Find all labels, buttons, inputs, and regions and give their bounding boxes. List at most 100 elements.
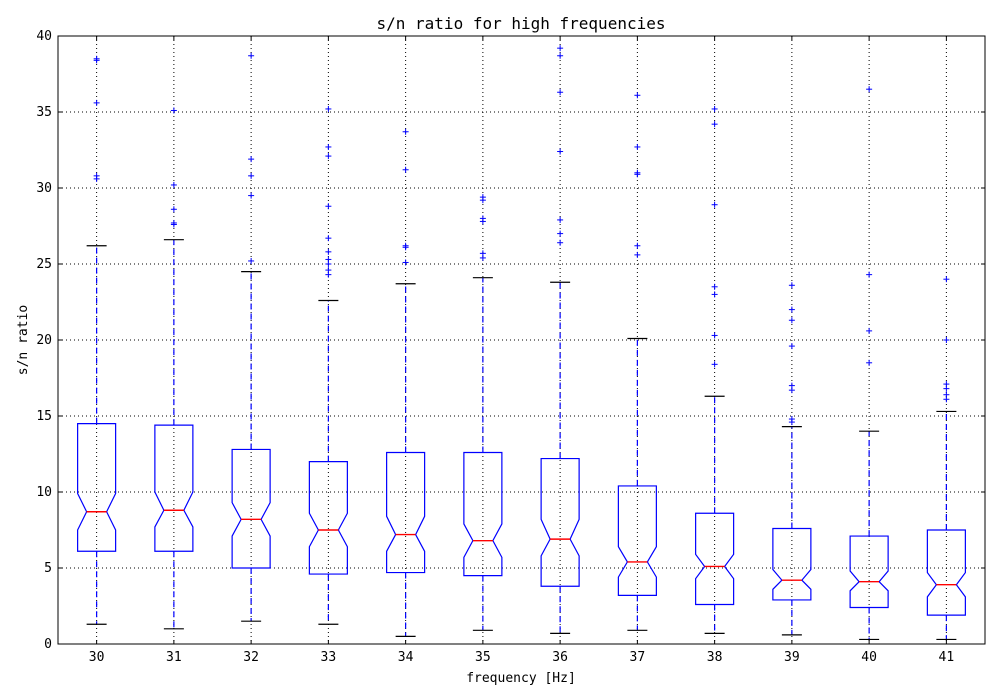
flier-point [634,242,641,249]
flier-point [866,359,873,366]
box-group-38 [695,105,735,634]
flier-point [248,192,255,199]
box-group-35 [463,194,503,631]
flier-point [788,419,795,426]
x-tick-label: 32 [243,650,259,665]
flier-point [93,55,100,62]
flier-point [248,156,255,163]
y-tick-label: 20 [36,333,52,348]
flier-point [711,201,718,208]
flier-point [402,244,409,251]
box-group-30 [77,55,117,625]
flier-point [248,172,255,179]
box-group-31 [154,107,194,630]
flier-point [711,361,718,368]
box-group-39 [772,282,812,636]
flier-point [325,248,332,255]
flier-point [557,148,564,155]
flier-point [325,261,332,267]
box-group-36 [540,45,580,634]
flier-point [711,105,718,112]
notched-box [540,457,580,587]
x-tick-label: 37 [630,650,646,665]
y-tick-label: 0 [44,637,52,652]
flier-point [866,86,873,93]
flier-point [248,52,255,59]
grid-lines [58,36,985,644]
box-group-40 [849,86,889,641]
flier-point [402,259,409,266]
box-group-32 [231,52,271,622]
flier-point [788,317,795,324]
flier-point [711,332,718,339]
notched-box [231,448,271,569]
flier-point [943,337,950,343]
x-tick-label: 36 [552,650,568,665]
flier-point [634,143,641,150]
flier-point [170,107,177,114]
x-axis: 30 31 32 33 34 35 36 37 38 39 40 41 [89,36,954,665]
flier-point [943,385,950,392]
flier-point [248,257,255,264]
notched-box [308,461,348,575]
y-tick-label: 40 [36,29,52,44]
flier-point [788,282,795,289]
box-group-33 [308,105,348,625]
flier-point [170,181,177,188]
flier-point [943,276,950,283]
box-group-41 [926,276,966,641]
flier-point [325,235,332,242]
flier-point [402,128,409,135]
box-series [77,45,966,641]
flier-point [711,291,718,298]
flier-point [711,121,718,128]
flier-point [402,166,409,173]
flier-point [557,230,564,237]
flier-point [866,327,873,334]
flier-point [325,143,332,150]
flier-point [170,221,177,228]
flier-point [557,216,564,223]
flier-point [634,171,641,178]
y-axis-label: s/n ratio [16,305,31,375]
flier-point [943,396,950,403]
flier-point [325,271,332,278]
flier-point [557,45,564,52]
y-tick-label: 15 [36,409,52,424]
notched-box [386,451,426,574]
flier-point [866,271,873,278]
x-tick-label: 30 [89,650,105,665]
notched-box [463,451,503,577]
notched-box [772,527,812,601]
y-axis: 0 5 10 15 20 25 30 35 40 [36,29,985,652]
y-tick-label: 5 [44,561,52,576]
flier-point [634,92,641,99]
notched-box [695,512,735,606]
flier-point [325,203,332,210]
x-tick-label: 31 [166,650,182,665]
notched-box [154,424,194,552]
notched-box [849,535,889,609]
flier-point [788,387,795,394]
y-tick-label: 25 [36,257,52,272]
x-tick-label: 34 [398,650,414,665]
x-tick-label: 41 [939,650,955,665]
notched-box [617,485,657,596]
box-group-34 [386,128,426,638]
y-tick-label: 10 [36,485,52,500]
flier-point [711,283,718,290]
flier-point [788,306,795,313]
flier-point [325,105,332,112]
notched-box [77,423,117,552]
flier-point [479,197,486,204]
flier-point [479,254,486,261]
plot-frame [57,35,986,645]
flier-point [479,218,486,225]
x-tick-label: 35 [475,650,491,665]
flier-point [557,89,564,96]
x-tick-label: 38 [707,650,723,665]
x-tick-label: 40 [861,650,877,665]
flier-point [93,175,100,182]
flier-point [557,52,564,59]
